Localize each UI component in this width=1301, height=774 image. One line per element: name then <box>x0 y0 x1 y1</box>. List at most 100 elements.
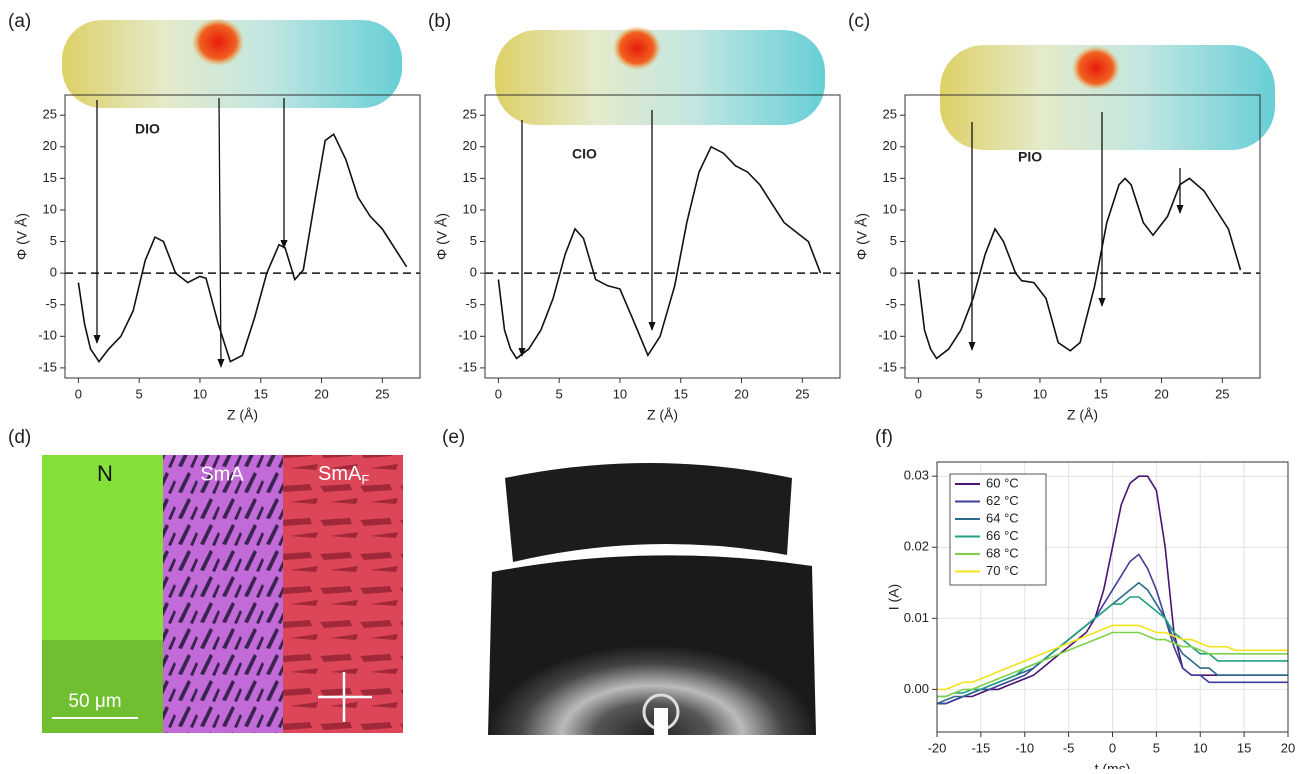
panel-label: (b) <box>428 11 451 32</box>
x-axis-label: Z (Å) <box>227 407 258 423</box>
y-tick-label: 10 <box>43 201 57 216</box>
y-tick-label: -5 <box>885 296 897 311</box>
panel-label: (e) <box>442 427 465 448</box>
panel-label: (f) <box>875 427 893 448</box>
y-tick-label: 0.02 <box>904 539 929 554</box>
x-tick-label: 0 <box>495 386 502 401</box>
plot-frame <box>936 461 1289 733</box>
region-text: SmA <box>318 463 362 485</box>
y-tick-label: 20 <box>883 138 897 153</box>
legend-box <box>949 473 1047 586</box>
oxygen-region <box>613 26 661 70</box>
sma-region <box>163 455 283 733</box>
molecule-label: PIO <box>1018 149 1042 165</box>
x-tick-label: 25 <box>375 386 389 401</box>
legend-label: 62 °C <box>986 493 1019 508</box>
y-tick-label: 15 <box>883 170 897 185</box>
legend-label: 70 °C <box>986 563 1019 578</box>
x-tick-label: -10 <box>1015 740 1034 755</box>
y-tick-label: 10 <box>883 201 897 216</box>
panel-label: (a) <box>8 11 31 32</box>
y-tick-label: 0 <box>890 265 897 280</box>
x-axis-label: Z (Å) <box>1067 407 1098 423</box>
x-tick-label: -15 <box>971 740 990 755</box>
oxygen-region <box>1072 46 1120 90</box>
panel-e-image: (e) <box>442 427 816 736</box>
x-tick-label: 10 <box>193 386 207 401</box>
x-tick-label: -20 <box>928 740 947 755</box>
x-tick-label: 0 <box>75 386 82 401</box>
y-tick-label: 0.03 <box>904 468 929 483</box>
x-tick-label: 25 <box>1215 386 1229 401</box>
molecule-pio <box>940 45 1275 150</box>
series-line <box>937 553 1288 705</box>
series-line <box>937 631 1288 698</box>
y-tick-label: -10 <box>38 328 57 343</box>
molecule-label: DIO <box>135 121 160 137</box>
y-tick-label: 0.00 <box>904 681 929 696</box>
y-axis-label: Φ (V Å) <box>854 213 870 260</box>
beamstop <box>654 708 668 736</box>
y-tick-label: 25 <box>883 107 897 122</box>
series-line <box>937 624 1288 691</box>
y-tick-label: -10 <box>878 328 897 343</box>
y-tick-label: 20 <box>43 138 57 153</box>
region-label: N <box>97 461 113 486</box>
y-tick-label: 20 <box>463 138 477 153</box>
legend-label: 60 °C <box>986 475 1019 490</box>
y-tick-label: 0 <box>50 265 57 280</box>
x-tick-label: 20 <box>314 386 328 401</box>
molecule-dio <box>62 20 402 108</box>
plot-frame <box>64 94 421 379</box>
y-axis-label: Φ (V Å) <box>14 213 30 260</box>
x-tick-label: 15 <box>1237 740 1251 755</box>
y-tick-label: 0.01 <box>904 610 929 625</box>
texture <box>42 640 163 733</box>
x-tick-label: -5 <box>1063 740 1075 755</box>
region-label: SmAF <box>318 463 369 487</box>
x-tick-label: 10 <box>1193 740 1207 755</box>
detector-bottom <box>488 555 816 735</box>
molecule-label: CIO <box>572 146 597 162</box>
region-label: SmA <box>200 463 244 485</box>
legend-label: 68 °C <box>986 545 1019 560</box>
panel-label: (d) <box>8 427 31 448</box>
x-axis-label: t (ms) <box>1095 761 1131 769</box>
x-tick-label: 20 <box>1154 386 1168 401</box>
legend-label: 66 °C <box>986 528 1019 543</box>
y-tick-label: -15 <box>878 359 897 374</box>
plot-frame <box>484 94 841 379</box>
x-tick-label: 0 <box>1109 740 1116 755</box>
y-tick-label: -5 <box>465 296 477 311</box>
y-tick-label: -10 <box>458 328 477 343</box>
x-tick-label: 15 <box>674 386 688 401</box>
y-tick-label: 15 <box>43 170 57 185</box>
y-tick-label: -15 <box>458 359 477 374</box>
arrow <box>217 97 225 368</box>
series-line <box>937 596 1288 698</box>
x-tick-label: 15 <box>1094 386 1108 401</box>
series-line <box>917 177 1242 360</box>
x-tick-label: 5 <box>976 386 983 401</box>
region-subscript: F <box>361 472 369 487</box>
x-tick-label: 5 <box>136 386 143 401</box>
y-tick-label: 15 <box>463 170 477 185</box>
x-tick-label: 20 <box>734 386 748 401</box>
legend-label: 64 °C <box>986 510 1019 525</box>
x-tick-label: 5 <box>1153 740 1160 755</box>
y-tick-label: 5 <box>470 233 477 248</box>
y-tick-label: 10 <box>463 201 477 216</box>
y-tick-label: -5 <box>45 296 57 311</box>
detector-top <box>505 463 792 562</box>
scale-label: 50 μm <box>68 691 121 712</box>
x-tick-label: 20 <box>1281 740 1295 755</box>
y-tick-label: 5 <box>890 233 897 248</box>
plot-frame <box>904 94 1261 379</box>
series-line <box>497 145 822 360</box>
y-axis-label: Φ (V Å) <box>434 213 450 260</box>
x-tick-label: 15 <box>254 386 268 401</box>
panel-label: (c) <box>848 11 870 32</box>
y-axis-label: I (A) <box>886 584 902 610</box>
molecule-cio <box>495 30 825 125</box>
